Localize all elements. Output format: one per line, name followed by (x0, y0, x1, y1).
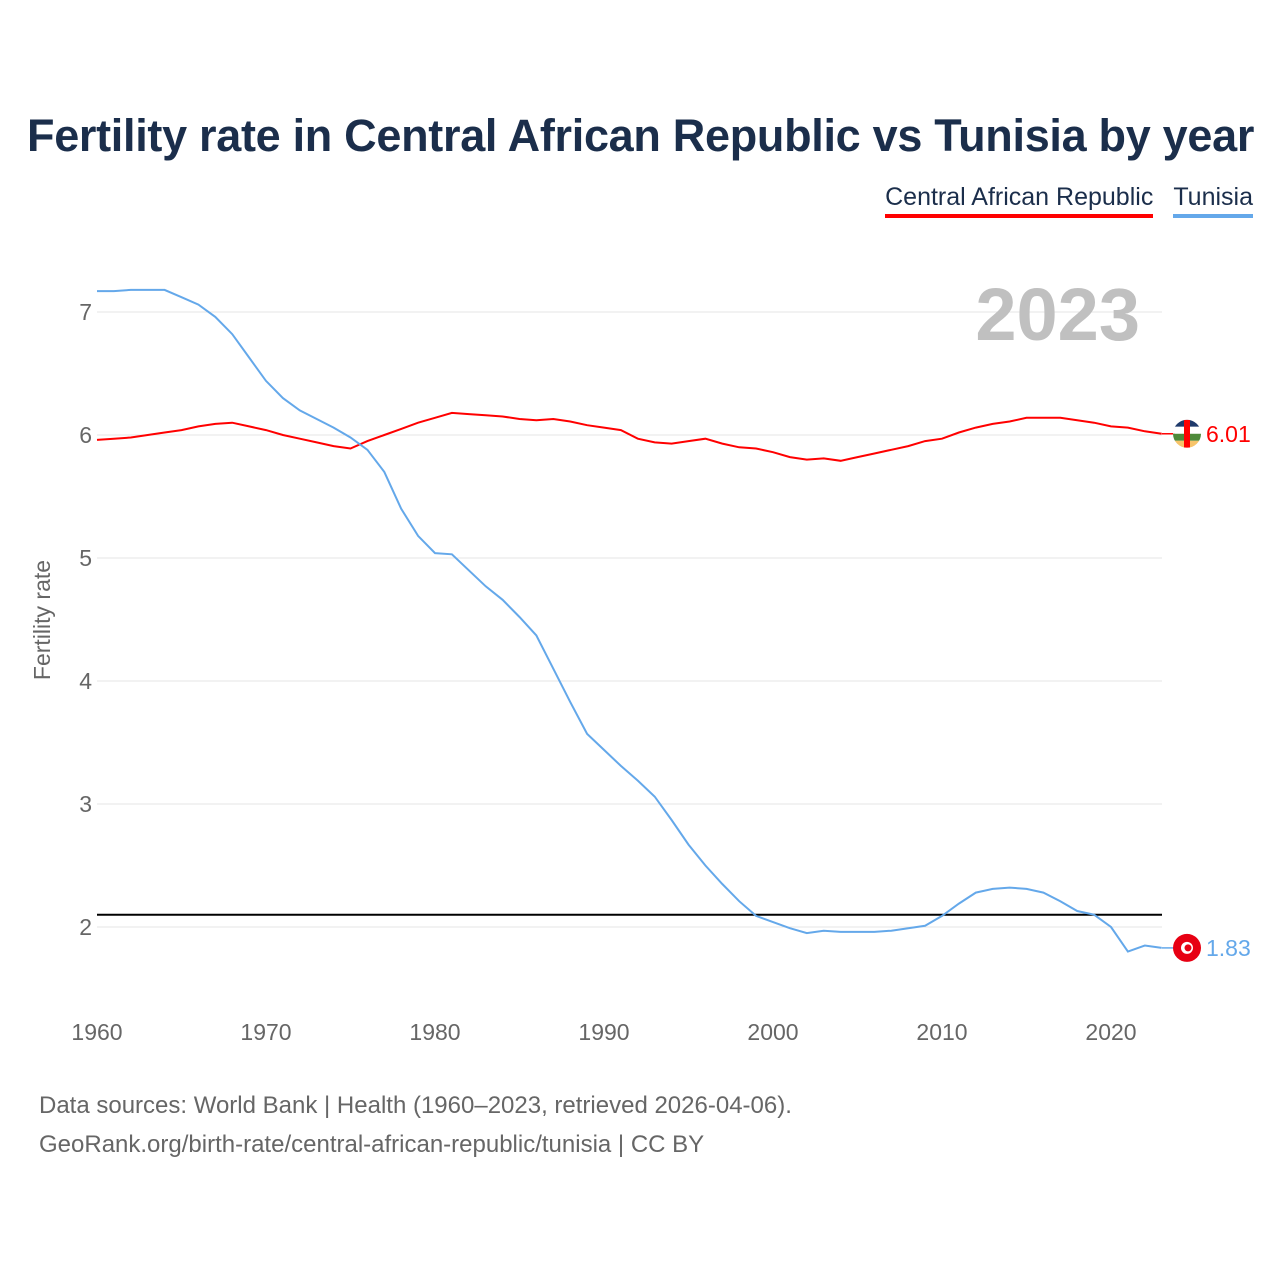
x-tick-label: 1970 (240, 1019, 291, 1045)
year-label: 2023 (975, 273, 1140, 356)
x-tick-label: 1990 (578, 1019, 629, 1045)
y-tick-label: 5 (79, 545, 92, 571)
legend-item-central-african-republic[interactable]: Central African Republic (885, 183, 1154, 218)
y-tick-label: 6 (79, 422, 92, 448)
end-value-label: 6.01 (1206, 421, 1251, 447)
flag-stripe (1184, 419, 1190, 448)
y-tick-label: 4 (79, 668, 92, 694)
x-tick-label: 1980 (409, 1019, 460, 1045)
y-tick-label: 3 (79, 791, 92, 817)
end-value-label: 1.83 (1206, 935, 1251, 961)
legend: Central African Republic Tunisia (885, 183, 1253, 218)
source-link[interactable]: GeoRank.org/birth-rate/central-african-r… (39, 1131, 705, 1158)
x-tick-label: 2000 (747, 1019, 798, 1045)
flag-icon-central-african-republic (1173, 419, 1201, 448)
series-line-tunisia (97, 288, 1162, 953)
y-tick-label: 2 (79, 914, 92, 940)
flag-crescent (1184, 944, 1192, 952)
data-source-text: Data sources: World Bank | Health (1960–… (39, 1092, 792, 1119)
x-tick-label: 2010 (916, 1019, 967, 1045)
y-tick-label: 7 (79, 299, 92, 325)
x-tick-label: 2020 (1085, 1019, 1136, 1045)
chart-title: Fertility rate in Central African Republ… (27, 110, 1255, 161)
series-line-car (96, 411, 1162, 462)
footer: Data sources: World Bank | Health (1960–… (39, 1086, 792, 1164)
y-axis-label: Fertility rate (29, 560, 55, 680)
x-tick-label: 1960 (71, 1019, 122, 1045)
legend-item-tunisia[interactable]: Tunisia (1173, 183, 1253, 218)
flag-icon-tunisia (1173, 933, 1201, 962)
